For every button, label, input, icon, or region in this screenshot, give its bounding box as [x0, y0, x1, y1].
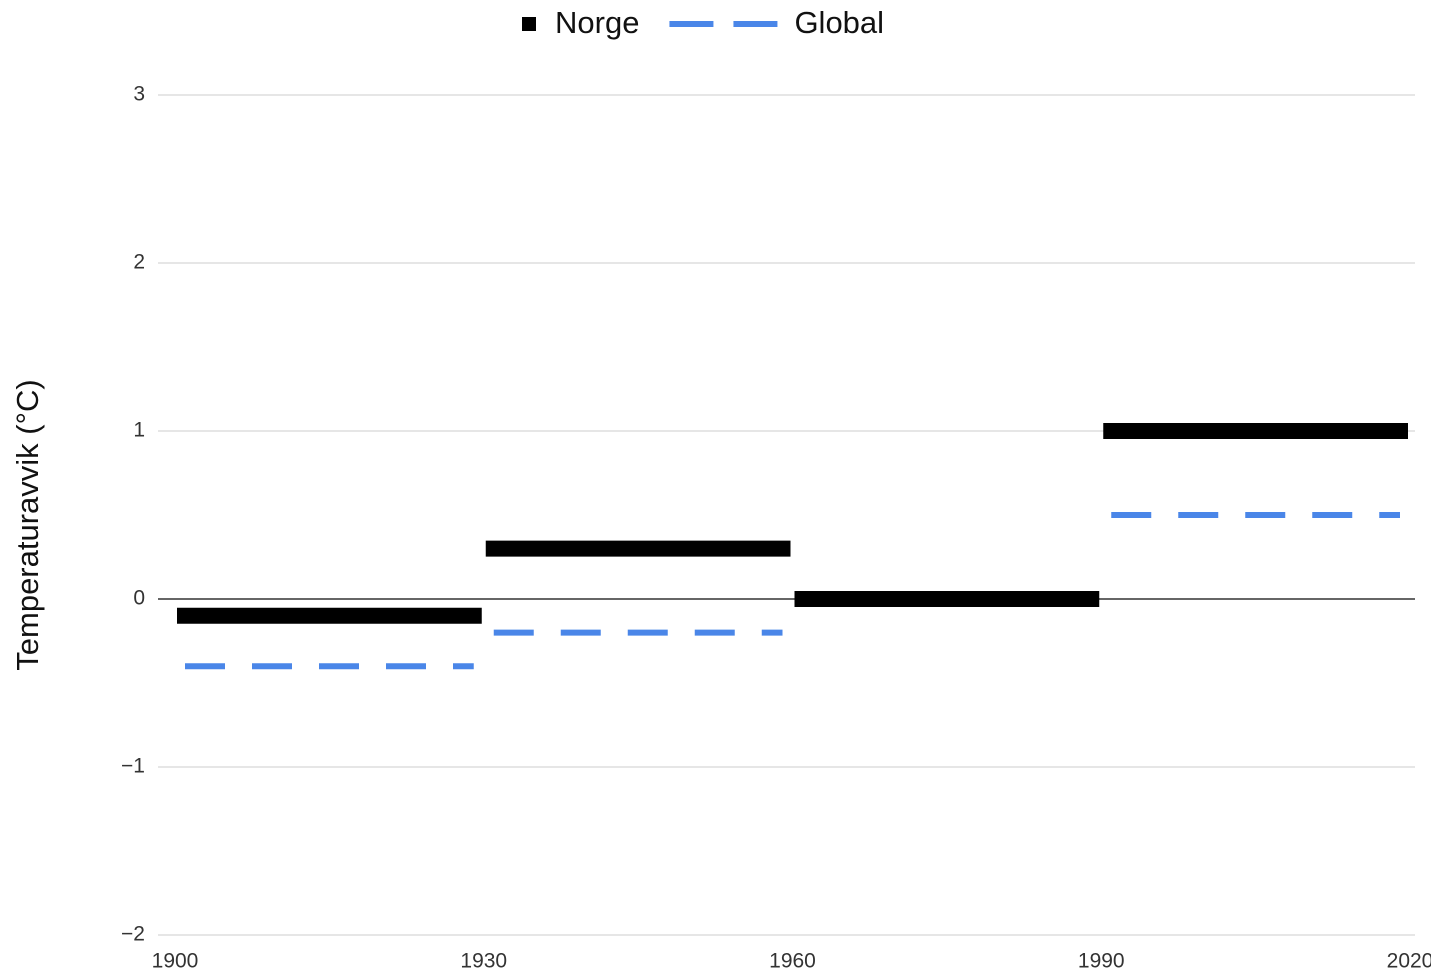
x-tick-label: 1960: [769, 950, 816, 973]
y-tick-label: 1: [133, 419, 145, 442]
legend-marker: [522, 17, 536, 31]
x-tick-label: 2020: [1387, 950, 1431, 973]
y-tick-label: 2: [133, 251, 145, 274]
y-tick-label: 3: [133, 83, 145, 106]
x-tick-label: 1900: [152, 950, 199, 973]
y-axis-title: Temperaturavvik (°C): [10, 379, 45, 670]
y-tick-label: −1: [121, 755, 145, 778]
legend-label: Global: [794, 5, 884, 40]
x-tick-label: 1930: [460, 950, 507, 973]
y-tick-label: −2: [121, 923, 145, 946]
y-tick-label: 0: [133, 587, 145, 610]
legend-label: Norge: [555, 5, 639, 40]
x-tick-label: 1990: [1078, 950, 1125, 973]
